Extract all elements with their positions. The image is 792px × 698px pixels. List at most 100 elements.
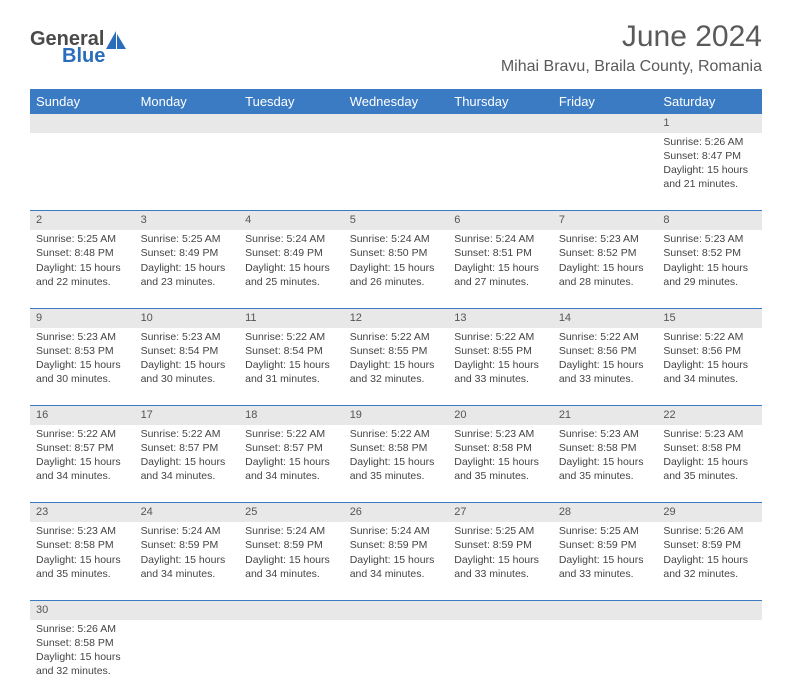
day-number-cell	[344, 114, 449, 133]
daylight-text: Daylight: 15 hours	[36, 261, 129, 275]
day-number-cell	[553, 600, 658, 619]
day-number-cell	[344, 600, 449, 619]
daylight-text: and 32 minutes.	[663, 567, 756, 581]
day-content-cell: Sunrise: 5:24 AMSunset: 8:59 PMDaylight:…	[135, 522, 240, 600]
sunrise-text: Sunrise: 5:22 AM	[141, 427, 234, 441]
day-content-cell: Sunrise: 5:25 AMSunset: 8:59 PMDaylight:…	[448, 522, 553, 600]
day-number: 4	[245, 214, 251, 226]
day-content: Sunrise: 5:23 AMSunset: 8:53 PMDaylight:…	[30, 328, 135, 391]
day-number: 14	[559, 312, 571, 324]
day-number-cell: 20	[448, 406, 553, 425]
daylight-text: and 31 minutes.	[245, 372, 338, 386]
day-content: Sunrise: 5:22 AMSunset: 8:55 PMDaylight:…	[344, 328, 449, 391]
day-content-row: Sunrise: 5:23 AMSunset: 8:53 PMDaylight:…	[30, 328, 762, 406]
day-content-cell: Sunrise: 5:25 AMSunset: 8:48 PMDaylight:…	[30, 230, 135, 308]
sunrise-text: Sunrise: 5:25 AM	[559, 524, 652, 538]
day-number-cell	[30, 114, 135, 133]
daylight-text: Daylight: 15 hours	[350, 261, 443, 275]
daylight-text: and 33 minutes.	[559, 372, 652, 386]
day-number: 6	[454, 214, 460, 226]
daylight-text: and 22 minutes.	[36, 275, 129, 289]
day-number: 29	[663, 506, 675, 518]
day-content: Sunrise: 5:22 AMSunset: 8:55 PMDaylight:…	[448, 328, 553, 391]
daylight-text: and 23 minutes.	[141, 275, 234, 289]
day-number: 21	[559, 409, 571, 421]
daylight-text: Daylight: 15 hours	[559, 553, 652, 567]
day-content-cell: Sunrise: 5:24 AMSunset: 8:50 PMDaylight:…	[344, 230, 449, 308]
day-number: 25	[245, 506, 257, 518]
logo: General Blue	[30, 28, 128, 68]
day-header-row: Sunday Monday Tuesday Wednesday Thursday…	[30, 89, 762, 114]
day-number: 30	[36, 604, 48, 616]
sunrise-text: Sunrise: 5:23 AM	[663, 232, 756, 246]
day-content-cell: Sunrise: 5:22 AMSunset: 8:57 PMDaylight:…	[135, 425, 240, 503]
daylight-text: Daylight: 15 hours	[36, 553, 129, 567]
sunrise-text: Sunrise: 5:25 AM	[454, 524, 547, 538]
daylight-text: Daylight: 15 hours	[454, 553, 547, 567]
day-content: Sunrise: 5:26 AMSunset: 8:58 PMDaylight:…	[30, 620, 135, 683]
sunset-text: Sunset: 8:55 PM	[350, 344, 443, 358]
daylight-text: and 35 minutes.	[454, 469, 547, 483]
sunset-text: Sunset: 8:52 PM	[559, 246, 652, 260]
day-number: 23	[36, 506, 48, 518]
sunset-text: Sunset: 8:59 PM	[663, 538, 756, 552]
day-number: 16	[36, 409, 48, 421]
day-content: Sunrise: 5:23 AMSunset: 8:58 PMDaylight:…	[448, 425, 553, 488]
daylight-text: Daylight: 15 hours	[245, 455, 338, 469]
sunset-text: Sunset: 8:59 PM	[350, 538, 443, 552]
day-header: Wednesday	[344, 89, 449, 114]
sunrise-text: Sunrise: 5:23 AM	[141, 330, 234, 344]
day-number-cell: 7	[553, 211, 658, 230]
day-content: Sunrise: 5:23 AMSunset: 8:58 PMDaylight:…	[30, 522, 135, 585]
day-number-cell	[239, 114, 344, 133]
daylight-text: and 34 minutes.	[245, 567, 338, 581]
day-content-row: Sunrise: 5:26 AMSunset: 8:47 PMDaylight:…	[30, 133, 762, 211]
daylight-text: and 33 minutes.	[454, 567, 547, 581]
day-number-cell: 21	[553, 406, 658, 425]
sunset-text: Sunset: 8:59 PM	[559, 538, 652, 552]
day-content: Sunrise: 5:24 AMSunset: 8:51 PMDaylight:…	[448, 230, 553, 293]
sunset-text: Sunset: 8:59 PM	[454, 538, 547, 552]
day-number-cell	[135, 600, 240, 619]
day-content-cell: Sunrise: 5:23 AMSunset: 8:53 PMDaylight:…	[30, 328, 135, 406]
sunrise-text: Sunrise: 5:24 AM	[350, 524, 443, 538]
day-number-cell: 2	[30, 211, 135, 230]
sunrise-text: Sunrise: 5:23 AM	[663, 427, 756, 441]
sunset-text: Sunset: 8:52 PM	[663, 246, 756, 260]
day-number-cell: 30	[30, 600, 135, 619]
daylight-text: and 34 minutes.	[141, 567, 234, 581]
day-content-cell	[344, 133, 449, 211]
sunrise-text: Sunrise: 5:22 AM	[245, 330, 338, 344]
day-content-cell	[344, 620, 449, 698]
day-number-cell: 22	[657, 406, 762, 425]
day-content: Sunrise: 5:24 AMSunset: 8:59 PMDaylight:…	[344, 522, 449, 585]
day-content-cell: Sunrise: 5:26 AMSunset: 8:59 PMDaylight:…	[657, 522, 762, 600]
day-content: Sunrise: 5:22 AMSunset: 8:56 PMDaylight:…	[657, 328, 762, 391]
day-content-cell: Sunrise: 5:24 AMSunset: 8:51 PMDaylight:…	[448, 230, 553, 308]
day-content-cell: Sunrise: 5:25 AMSunset: 8:59 PMDaylight:…	[553, 522, 658, 600]
sunset-text: Sunset: 8:59 PM	[245, 538, 338, 552]
sunrise-text: Sunrise: 5:24 AM	[350, 232, 443, 246]
daylight-text: Daylight: 15 hours	[245, 261, 338, 275]
sunset-text: Sunset: 8:58 PM	[36, 636, 129, 650]
day-header: Monday	[135, 89, 240, 114]
sunrise-text: Sunrise: 5:26 AM	[36, 622, 129, 636]
day-content-cell	[448, 620, 553, 698]
daylight-text: Daylight: 15 hours	[663, 455, 756, 469]
daylight-text: Daylight: 15 hours	[141, 455, 234, 469]
day-content-cell	[135, 133, 240, 211]
daylight-text: and 26 minutes.	[350, 275, 443, 289]
day-content-cell: Sunrise: 5:26 AMSunset: 8:47 PMDaylight:…	[657, 133, 762, 211]
sunset-text: Sunset: 8:51 PM	[454, 246, 547, 260]
day-number-cell: 18	[239, 406, 344, 425]
day-number: 9	[36, 312, 42, 324]
sunset-text: Sunset: 8:57 PM	[245, 441, 338, 455]
day-content-cell: Sunrise: 5:22 AMSunset: 8:58 PMDaylight:…	[344, 425, 449, 503]
day-number: 8	[663, 214, 669, 226]
day-number-cell: 17	[135, 406, 240, 425]
daylight-text: and 34 minutes.	[36, 469, 129, 483]
sunrise-text: Sunrise: 5:23 AM	[559, 232, 652, 246]
daylight-text: and 30 minutes.	[141, 372, 234, 386]
day-content-row: Sunrise: 5:22 AMSunset: 8:57 PMDaylight:…	[30, 425, 762, 503]
day-content: Sunrise: 5:24 AMSunset: 8:59 PMDaylight:…	[239, 522, 344, 585]
